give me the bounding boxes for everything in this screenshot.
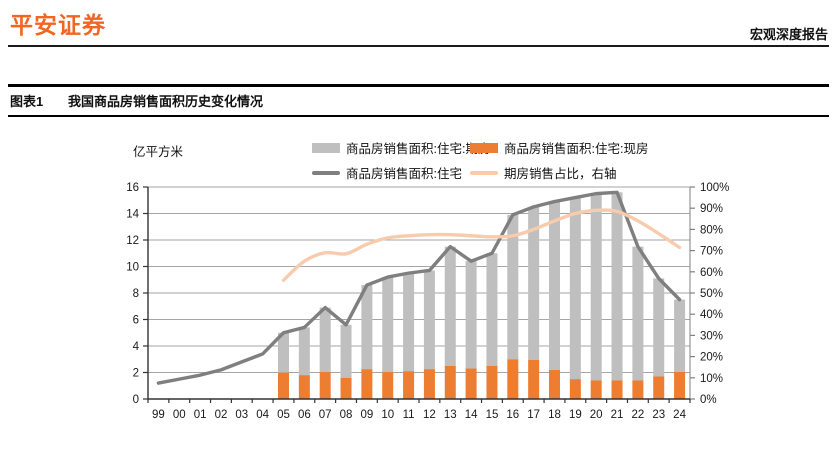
- svg-text:02: 02: [215, 409, 228, 421]
- svg-text:08: 08: [340, 409, 353, 421]
- legend-label: 商品房销售面积:住宅: [346, 167, 462, 181]
- svg-text:6: 6: [133, 315, 139, 327]
- svg-text:10: 10: [381, 409, 394, 421]
- svg-text:10: 10: [126, 262, 139, 274]
- legend-item-qifang-bar: 商品房销售面积:住宅:期房: [312, 135, 490, 160]
- svg-text:16: 16: [126, 182, 139, 194]
- svg-text:23: 23: [652, 409, 665, 421]
- svg-text:90%: 90%: [700, 203, 723, 215]
- legend-label: 商品房销售面积:住宅:期房: [346, 142, 491, 156]
- svg-text:21: 21: [611, 409, 624, 421]
- svg-text:01: 01: [194, 409, 207, 421]
- svg-text:06: 06: [298, 409, 311, 421]
- svg-text:100%: 100%: [700, 182, 729, 194]
- svg-text:80%: 80%: [700, 224, 723, 236]
- svg-text:15: 15: [486, 409, 499, 421]
- svg-text:10%: 10%: [700, 373, 723, 385]
- legend-label: 商品房销售面积:住宅:现房: [504, 142, 649, 156]
- legend-swatch-qifang-bar: [312, 142, 340, 153]
- svg-text:24: 24: [673, 409, 686, 421]
- y-axis-unit-label: 亿平方米: [133, 145, 184, 159]
- svg-text:00: 00: [173, 409, 186, 421]
- chart-legend: 商品房销售面积:住宅:期房 商品房销售面积:住宅:现房商品房销售面积:住宅 期房销售…: [312, 135, 648, 185]
- svg-text:4: 4: [133, 341, 140, 353]
- combo-chart: 02468101214160%10%20%30%40%50%60%70%80%9…: [126, 182, 729, 421]
- svg-text:99: 99: [152, 409, 165, 421]
- svg-text:07: 07: [319, 409, 332, 421]
- figure-header: 图表1 我国商品房销售面积历史变化情况: [8, 84, 829, 117]
- svg-text:20: 20: [590, 409, 603, 421]
- svg-text:11: 11: [403, 409, 415, 421]
- svg-text:14: 14: [465, 409, 478, 421]
- legend-item-xianfang-bar: 商品房销售面积:住宅:现房: [470, 135, 648, 160]
- figure-title: 我国商品房销售面积历史变化情况: [68, 94, 264, 109]
- svg-text:17: 17: [527, 409, 540, 421]
- figure-number: 图表1: [10, 94, 44, 109]
- svg-text:70%: 70%: [700, 246, 723, 258]
- svg-text:30%: 30%: [700, 330, 723, 342]
- header-divider: [8, 45, 829, 47]
- legend-swatch-zhuzhai-line: [312, 170, 340, 175]
- legend-swatch-xianfang-bar: [470, 142, 498, 153]
- report-type-label: 宏观深度报告: [749, 27, 828, 42]
- svg-text:50%: 50%: [700, 288, 723, 300]
- svg-text:09: 09: [360, 409, 373, 421]
- svg-text:03: 03: [235, 409, 248, 421]
- svg-text:18: 18: [548, 409, 561, 421]
- svg-text:13: 13: [444, 409, 457, 421]
- legend-item-zhuzhai-line: 商品房销售面积:住宅: [312, 160, 470, 185]
- svg-text:12: 12: [126, 235, 139, 247]
- brand-logo: 平安证券: [10, 12, 106, 38]
- svg-text:20%: 20%: [700, 352, 723, 364]
- svg-text:0: 0: [133, 394, 139, 406]
- legend-swatch-qifang-ratio: [470, 170, 498, 175]
- svg-text:16: 16: [506, 409, 519, 421]
- svg-text:12: 12: [423, 409, 436, 421]
- svg-text:05: 05: [277, 409, 290, 421]
- legend-item-qifang-ratio: 期房销售占比，右轴: [470, 160, 648, 185]
- svg-text:22: 22: [631, 409, 644, 421]
- svg-text:60%: 60%: [700, 267, 723, 279]
- svg-text:8: 8: [133, 288, 139, 300]
- svg-text:40%: 40%: [700, 309, 723, 321]
- svg-text:19: 19: [569, 409, 582, 421]
- svg-text:14: 14: [126, 209, 139, 221]
- svg-text:04: 04: [256, 409, 269, 421]
- legend-label: 期房销售占比，右轴: [504, 167, 617, 181]
- svg-text:0%: 0%: [700, 394, 717, 406]
- svg-text:2: 2: [133, 368, 139, 380]
